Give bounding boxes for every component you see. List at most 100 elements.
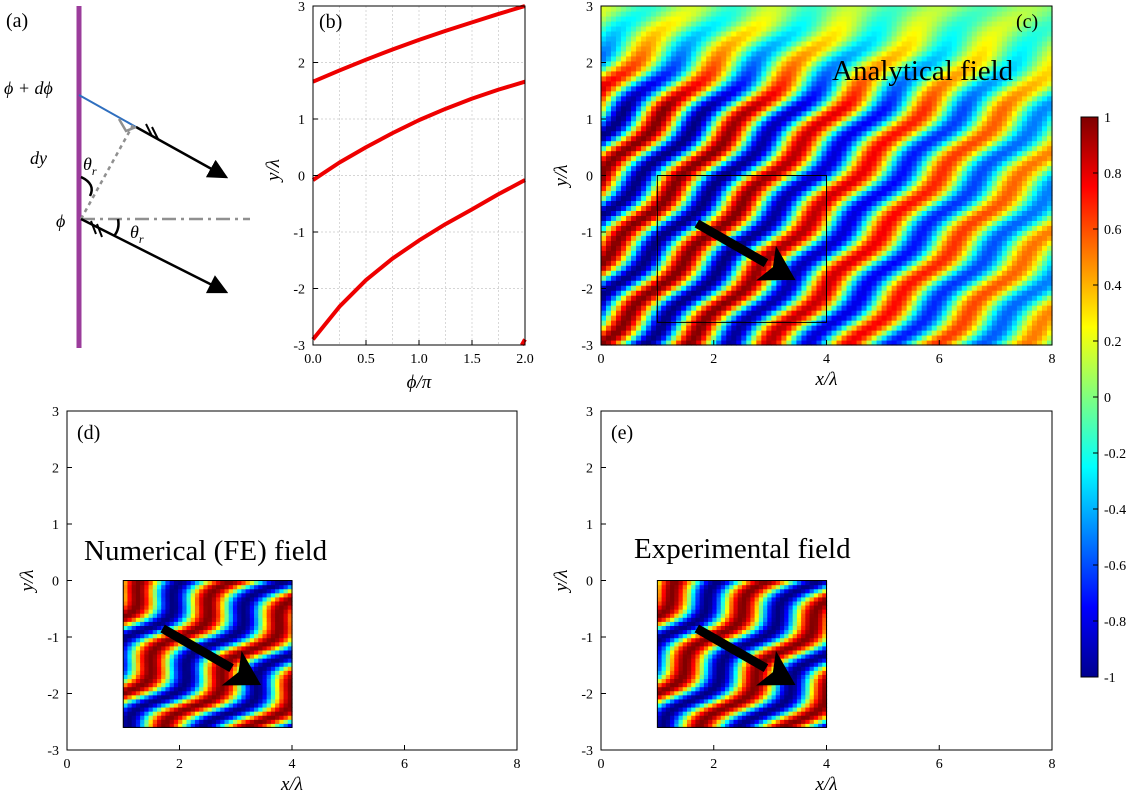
heatmap-cell [871,205,878,211]
heatmap-cell [656,70,662,77]
heatmap-cell [936,145,943,152]
heatmap-cell [676,75,682,82]
heatmap-cell [926,320,933,326]
heatmap-cell [961,325,968,331]
heatmap-cell [656,210,662,216]
heatmap-cell [776,245,782,251]
heatmap-cell [746,335,752,341]
heatmap-cell [841,65,848,72]
heatmap-cell [626,220,632,226]
heatmap-cell [661,155,667,162]
heatmap-cell [666,40,672,47]
heatmap-cell [656,180,662,187]
heatmap-cell [931,335,938,341]
heatmap-cell [931,6,938,12]
heatmap-cell [861,30,868,37]
heatmap-cell [906,220,913,226]
heatmap-cell [816,335,823,341]
heatmap-cell [821,80,828,87]
heatmap-cell [846,260,853,266]
heatmap-cell [676,300,682,306]
heatmap-cell [891,205,898,211]
heatmap-cell [951,290,958,296]
heatmap-cell [956,300,963,306]
heatmap-cell [946,275,953,281]
heatmap-cell [956,95,963,102]
heatmap-cell [741,155,747,162]
heatmap-cell [751,185,757,192]
heatmap-cell [901,60,908,67]
heatmap-cell [746,290,752,296]
heatmap-cell [766,95,772,102]
heatmap-cell [906,135,913,142]
heatmap-cell [611,55,617,62]
heatmap-cell [816,150,823,157]
heatmap-cell [886,185,893,192]
heatmap-cell [701,75,707,82]
heatmap-cell [886,245,893,251]
heatmap-cell [736,215,742,221]
heatmap-cell [796,305,803,311]
heatmap-cell [691,330,697,336]
heatmap-cell [661,20,667,27]
heatmap-cell [761,45,767,52]
heatmap-cell [621,280,627,286]
heatmap-cell [651,265,657,271]
heatmap-cell [691,55,697,62]
heatmap-cell [811,230,818,236]
heatmap-cell [816,65,823,72]
heatmap-cell [841,285,848,291]
heatmap-cell [701,60,707,67]
heatmap-cell [701,130,707,137]
heatmap-cell [861,285,868,291]
heatmap-cell [616,280,622,286]
heatmap-cell [666,210,672,216]
heatmap-cell [946,6,953,12]
heatmap-cell [631,295,637,301]
heatmap-cell [851,45,858,52]
heatmap-cell [751,245,757,251]
heatmap-cell [861,55,868,62]
heatmap-cell [821,35,828,42]
heatmap-cell [691,165,697,172]
heatmap-cell [946,45,953,52]
heatmap-cell [621,320,627,326]
heatmap-cell [611,155,617,162]
heatmap-cell [636,105,642,112]
heatmap-cell [911,315,918,321]
heatmap-cell [616,15,622,22]
heatmap-cell [626,60,632,67]
heatmap-cell [686,95,692,102]
heatmap-cell [936,300,943,306]
heatmap-cell [691,65,697,72]
heatmap-cell [781,170,788,177]
heatmap-cell [826,125,833,132]
heatmap-cell [606,335,612,341]
heatmap-cell [601,230,607,236]
heatmap-cell [881,115,888,122]
heatmap-cell [781,150,788,157]
heatmap-cell [766,10,772,17]
heatmap-cell [661,325,667,331]
heatmap-cell [686,185,692,192]
heatmap-cell [881,195,888,202]
heatmap-cell [691,170,697,177]
heatmap-cell [801,180,808,187]
heatmap-cell [891,6,898,12]
x-axis-label: ϕ/π [407,372,432,393]
heatmap-cell [601,290,607,296]
heatmap-cell [906,330,913,336]
heatmap-cell [706,100,712,107]
heatmap-cell [786,100,793,107]
heatmap-cell [921,300,928,306]
heatmap-cell [616,90,622,97]
heatmap-cell [941,220,948,226]
heatmap-cell [781,220,788,226]
heatmap-cell [796,25,803,32]
heatmap-cell [616,20,622,27]
heatmap-cell [691,95,697,102]
heatmap-cell [641,305,647,311]
heatmap-cell [676,110,682,117]
heatmap-cell [606,70,612,77]
heatmap-cell [796,250,803,256]
